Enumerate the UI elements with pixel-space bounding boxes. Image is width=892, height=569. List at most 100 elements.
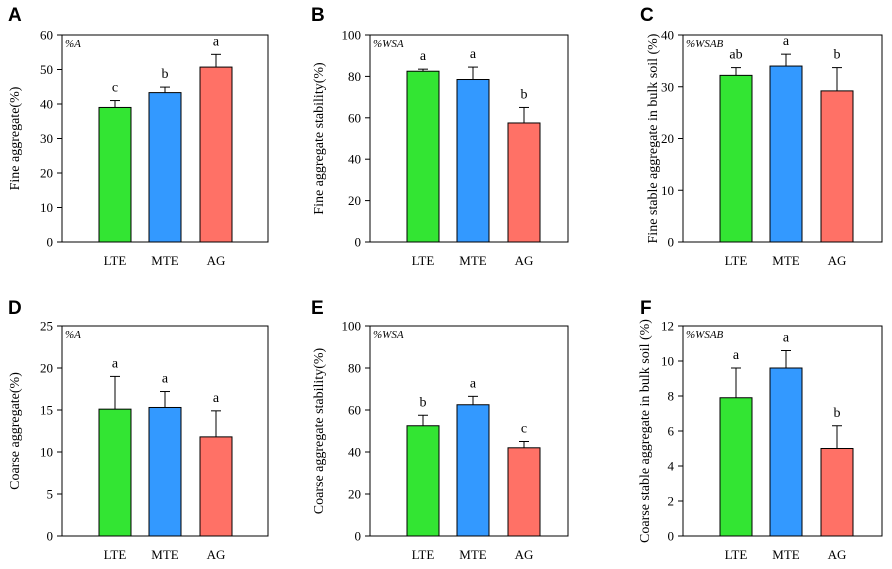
metric-label: %A bbox=[65, 329, 81, 341]
panel-letter: C bbox=[640, 5, 654, 26]
panel-d: D 0 5 10 15 20 25 Coarse aggregate(%) %A a LTE a MTE… bbox=[8, 298, 269, 562]
x-category-label: MTE bbox=[459, 547, 487, 562]
metric-label: %WSA bbox=[373, 329, 404, 341]
bar-ag bbox=[507, 447, 541, 537]
significance-letter: a bbox=[213, 391, 220, 406]
panel-e: E 0 20 40 60 80 100 Coarse aggregate stability(… bbox=[311, 298, 569, 562]
significance-letter: a bbox=[733, 348, 740, 363]
y-tick-label: 80 bbox=[348, 69, 361, 84]
bar-mte bbox=[456, 404, 490, 537]
y-tick-label: 50 bbox=[40, 62, 53, 77]
y-tick-label: 10 bbox=[661, 183, 674, 198]
bar-mte bbox=[769, 367, 803, 537]
y-tick-label: 30 bbox=[40, 131, 53, 146]
metric-label: %WSA bbox=[373, 38, 404, 50]
y-tick-label: 0 bbox=[47, 235, 54, 250]
bar-lte bbox=[406, 70, 440, 243]
y-tick-label: 25 bbox=[40, 319, 53, 334]
bar-ag bbox=[507, 122, 541, 243]
y-tick-label: 2 bbox=[668, 494, 675, 509]
x-category-label: LTE bbox=[725, 547, 748, 562]
metric-label: %WSAB bbox=[686, 38, 724, 50]
y-tick-label: 20 bbox=[661, 131, 674, 146]
y-axis-title: Coarse aggregate(%) bbox=[8, 372, 23, 490]
y-tick-label: 0 bbox=[355, 235, 362, 250]
significance-letter: b bbox=[834, 48, 841, 63]
x-category-label: AG bbox=[828, 253, 847, 268]
y-tick-label: 0 bbox=[47, 529, 54, 544]
y-axis-title: Fine stable aggregate in bulk soil (%) bbox=[646, 33, 661, 243]
panel-letter: A bbox=[8, 5, 22, 26]
panel-letter: D bbox=[8, 298, 22, 319]
y-tick-label: 10 bbox=[40, 445, 53, 460]
panel-letter: E bbox=[311, 298, 324, 319]
bar-mte bbox=[456, 79, 490, 243]
significance-letter: b bbox=[834, 406, 841, 421]
bar-mte bbox=[148, 406, 182, 537]
y-tick-label: 100 bbox=[342, 319, 362, 334]
bar-lte bbox=[406, 425, 440, 537]
x-category-label: LTE bbox=[104, 547, 127, 562]
significance-letter: b bbox=[521, 87, 528, 102]
y-tick-label: 40 bbox=[348, 445, 361, 460]
significance-letter: b bbox=[162, 67, 169, 82]
y-axis-title: Fine aggregate(%) bbox=[8, 86, 23, 190]
significance-letter: a bbox=[783, 331, 790, 346]
y-tick-label: 15 bbox=[40, 403, 53, 418]
y-tick-label: 20 bbox=[348, 487, 361, 502]
y-tick-label: 4 bbox=[668, 459, 675, 474]
x-category-label: AG bbox=[515, 547, 534, 562]
panel-letter: B bbox=[311, 5, 325, 26]
metric-label: %WSAB bbox=[686, 329, 724, 341]
y-tick-label: 40 bbox=[40, 97, 53, 112]
x-category-label: LTE bbox=[104, 253, 127, 268]
significance-letter: a bbox=[783, 34, 790, 49]
x-category-label: LTE bbox=[725, 253, 748, 268]
significance-letter: a bbox=[470, 47, 477, 62]
y-tick-label: 12 bbox=[661, 319, 674, 334]
bar-mte bbox=[148, 92, 182, 243]
bar-lte bbox=[719, 397, 753, 537]
bar-ag bbox=[199, 66, 233, 243]
y-tick-label: 0 bbox=[668, 235, 675, 250]
bar-lte bbox=[719, 74, 753, 243]
panel-letter: F bbox=[640, 298, 652, 319]
x-category-label: AG bbox=[207, 547, 226, 562]
panel-f: F 0 2 4 6 8 10 12 Coarse stable aggregate in bul… bbox=[638, 298, 883, 562]
bar-ag bbox=[820, 448, 854, 537]
significance-letter: a bbox=[162, 372, 169, 387]
significance-letter: b bbox=[420, 395, 427, 410]
y-tick-label: 6 bbox=[668, 424, 675, 439]
bar-mte bbox=[769, 65, 803, 243]
significance-letter: a bbox=[213, 34, 220, 49]
x-category-label: LTE bbox=[412, 253, 435, 268]
y-tick-label: 0 bbox=[355, 529, 362, 544]
y-axis-title: Coarse aggregate stability(%) bbox=[312, 347, 327, 514]
y-tick-label: 60 bbox=[348, 403, 361, 418]
y-tick-label: 10 bbox=[40, 200, 53, 215]
y-tick-label: 40 bbox=[348, 152, 361, 167]
x-category-label: MTE bbox=[459, 253, 487, 268]
y-axis-title: Fine aggregate stability(%) bbox=[312, 62, 327, 215]
y-tick-label: 8 bbox=[668, 389, 675, 404]
x-category-label: AG bbox=[515, 253, 534, 268]
x-category-label: AG bbox=[828, 547, 847, 562]
y-tick-label: 20 bbox=[348, 193, 361, 208]
significance-letter: ab bbox=[729, 48, 742, 63]
x-category-label: MTE bbox=[151, 547, 179, 562]
x-category-label: AG bbox=[207, 253, 226, 268]
bar-ag bbox=[820, 90, 854, 243]
significance-letter: c bbox=[112, 81, 118, 96]
metric-label: %A bbox=[65, 38, 81, 50]
significance-letter: c bbox=[521, 422, 527, 437]
bar-ag bbox=[199, 436, 233, 537]
y-tick-label: 40 bbox=[661, 28, 674, 43]
y-tick-label: 60 bbox=[348, 110, 361, 125]
bar-lte bbox=[98, 408, 132, 537]
significance-letter: a bbox=[420, 49, 427, 64]
y-tick-label: 20 bbox=[40, 361, 53, 376]
x-category-label: MTE bbox=[772, 253, 800, 268]
significance-letter: a bbox=[470, 376, 477, 391]
